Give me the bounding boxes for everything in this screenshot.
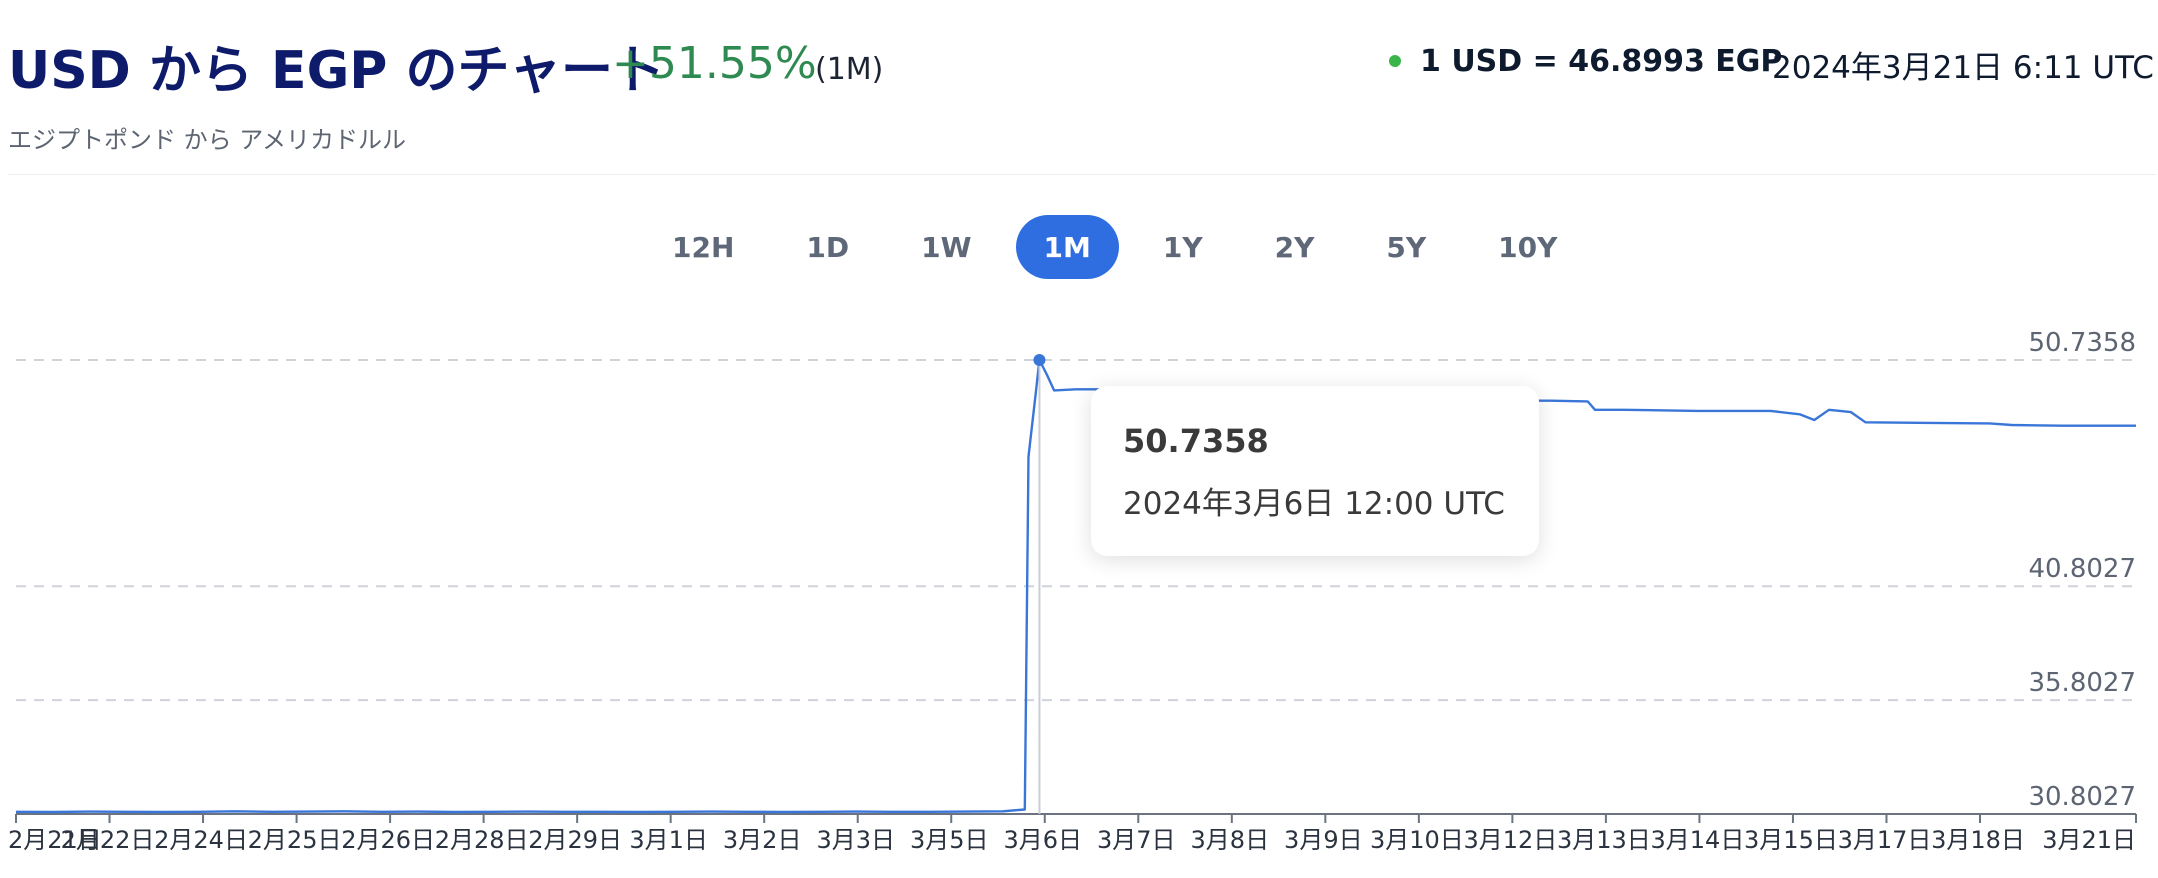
highlight-point [1033, 354, 1046, 366]
tooltip-value: 50.7358 [1123, 422, 1269, 460]
x-tick-label: 3月21日 [2042, 826, 2136, 854]
time-range-selector: 12H 1D 1W 1M 1Y 2Y 5Y 10Y [636, 215, 1593, 279]
status-dot-icon [1389, 55, 1401, 67]
x-tick-label: 3月7日 [1097, 826, 1176, 854]
x-tick-label: 3月17日 [1838, 826, 1932, 854]
x-tick-label: 2月24日 [154, 826, 248, 854]
x-tick-label: 3月8日 [1191, 826, 1270, 854]
header-divider [8, 174, 2156, 175]
x-tick-label: 3月18日 [1931, 826, 2025, 854]
x-tick-label: 2月25日 [248, 826, 342, 854]
tooltip-date: 2024年3月6日 12:00 UTC [1123, 486, 1505, 522]
x-tick-label: 3月12日 [1463, 826, 1557, 854]
x-tick-label: 2月28日 [435, 826, 529, 854]
x-tick-label: 3月5日 [910, 826, 989, 854]
pair-subtitle: エジプトポンド から アメリカドルル [8, 126, 407, 154]
x-tick-label: 2月26日 [341, 826, 435, 854]
x-tick-label: 3月6日 [1003, 826, 1082, 854]
change-period: (1M) [815, 52, 884, 87]
current-rate: 1 USD = 46.8993 EGP [1420, 44, 1783, 79]
x-tick-label: 3月2日 [723, 826, 802, 854]
series-line [15, 358, 2136, 814]
x-tick-label: 3月9日 [1284, 826, 1363, 854]
range-button-5y[interactable]: 5Y [1386, 230, 1427, 264]
range-button-1y[interactable]: 1Y [1162, 230, 1203, 264]
x-tick-label: 3月14日 [1651, 826, 1745, 854]
x-tick-label: 2月29日 [528, 826, 622, 854]
x-tick-label: 3月15日 [1744, 826, 1838, 854]
y-tick-label: 50.7358 [2028, 328, 2136, 358]
range-button-1d[interactable]: 1D [806, 230, 850, 264]
x-tick-label: 3月13日 [1557, 826, 1651, 854]
x-tick-label: 3月1日 [629, 826, 708, 854]
range-button-1w[interactable]: 1W [921, 230, 972, 264]
range-button-12h[interactable]: 12H [672, 230, 735, 264]
page-title: USD から EGP のチャート [8, 41, 665, 101]
y-tick-label: 30.8027 [2028, 782, 2136, 812]
y-tick-label: 35.8027 [2028, 668, 2136, 698]
rate-timestamp: 2024年3月21日 6:11 UTC [1772, 50, 2154, 86]
range-button-2y[interactable]: 2Y [1274, 230, 1315, 264]
x-tick-label: 2月21日 [8, 826, 102, 854]
range-button-1m[interactable]: 1M [1015, 215, 1119, 279]
x-tick-label: 2月22日 [61, 826, 155, 854]
range-button-10y[interactable]: 10Y [1498, 230, 1558, 264]
change-percent: +51.55% [612, 38, 817, 89]
chart-tooltip: 50.7358 2024年3月6日 12:00 UTC [1091, 386, 1539, 556]
x-tick-label: 3月10日 [1370, 826, 1464, 854]
x-tick-label: 3月3日 [816, 826, 895, 854]
y-tick-label: 40.8027 [2028, 554, 2136, 584]
